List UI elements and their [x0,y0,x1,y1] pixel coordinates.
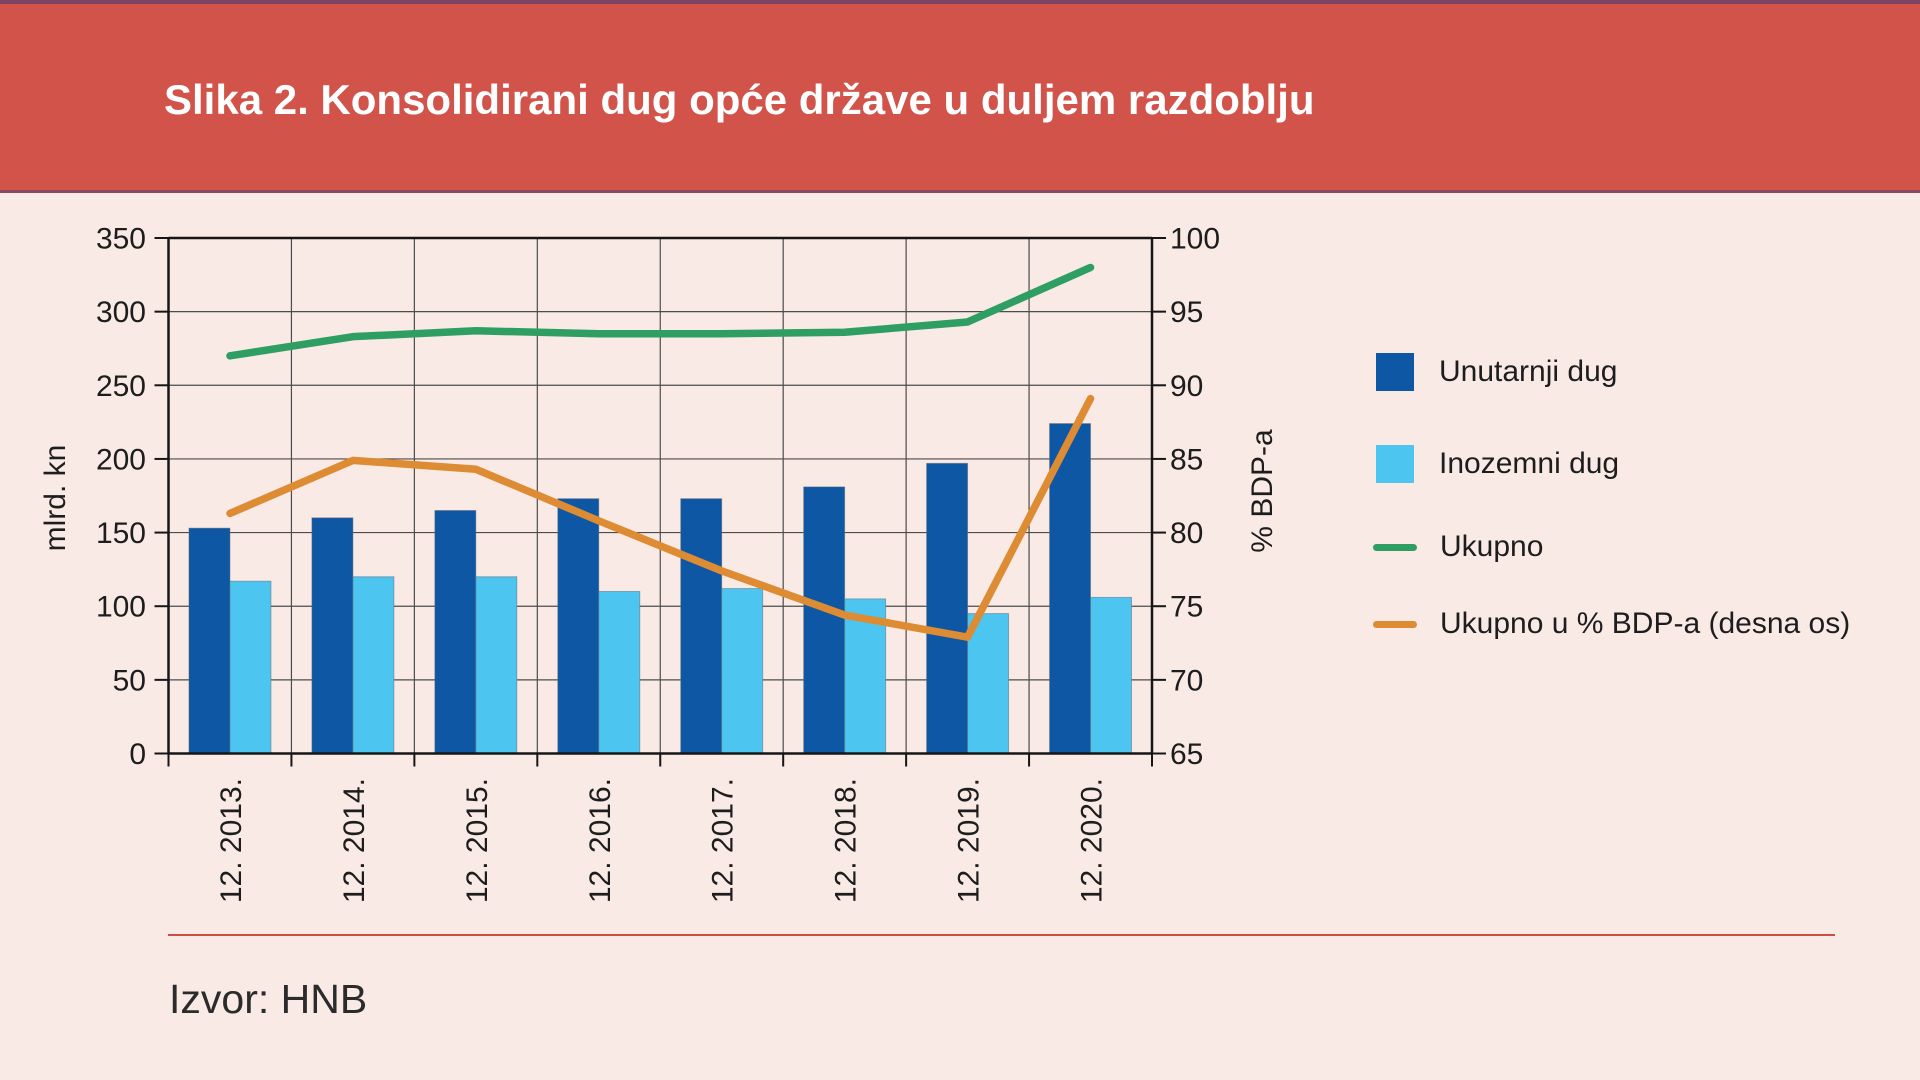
source-label: Izvor: HNB [169,976,368,1022]
left-axis-tick-label: 250 [96,370,146,403]
figure-title: Slika 2. Konsolidirani dug opće države u… [164,76,1315,123]
bar-inozemni-122014 [352,576,395,754]
right-axis-tick-label: 85 [1170,443,1203,476]
right-axis-tick-label: 70 [1170,664,1203,697]
ukupno-pct-bdp-line-swatch [1373,620,1417,628]
bar-inozemni-122013 [229,580,272,754]
left-axis-tick-label: 50 [113,664,146,697]
right-axis-tick-label: 75 [1170,591,1203,624]
right-axis-title: % BDP-a [1246,429,1279,553]
left-axis-tick-label: 300 [96,296,146,329]
figure-header-band: Slika 2. Konsolidirani dug opće države u… [0,0,1920,193]
legend-item-inozemni-dug: Inozemni dug [1372,445,1912,483]
bar-unutarnji-122016 [557,498,600,754]
x-axis-tick-label: 12. 2020. [1076,778,1109,903]
bar-unutarnji-122015 [434,510,477,754]
legend-item-ukupno-pct-bdp: Ukupno u % BDP-a (desna os) [1372,605,1912,643]
x-axis-tick-label: 12. 2013. [215,778,248,903]
axes [154,236,1166,767]
right-axis-tick-label: 100 [1170,223,1220,256]
source-divider-line [168,934,1835,936]
x-axis-tick-label: 12. 2017. [707,778,740,903]
x-axis-tick-label: 12. 2015. [461,778,494,903]
bar-inozemni-122017 [721,588,764,754]
right-axis-tick-label: 80 [1170,517,1203,550]
unutarnji-dug-swatch [1376,353,1414,391]
bar-unutarnji-122019 [926,462,969,754]
legend-item-ukupno: Ukupno [1372,528,1912,566]
legend-label: Ukupno u % BDP-a (desna os) [1440,607,1851,640]
bar-inozemni-122019 [967,613,1010,754]
legend-item-unutarnji-dug: Unutarnji dug [1372,353,1912,391]
bar-unutarnji-122013 [188,527,231,754]
bar-unutarnji-122017 [680,498,723,754]
left-axis-tick-label: 0 [129,738,146,771]
line-ukupno-pct-bdp [226,394,1095,641]
right-axis-tick-label: 65 [1170,738,1203,771]
inozemni-dug-swatch [1376,445,1414,483]
left-axis-tick-label: 150 [96,517,146,550]
bar-unutarnji-122020 [1049,423,1091,754]
left-axis-tick-label: 200 [96,443,146,476]
bar-inozemni-122015 [475,576,518,754]
bar-unutarnji-122018 [803,486,846,754]
left-axis-title: mlrd. kn [39,445,72,552]
bar-unutarnji-122014 [311,517,354,754]
x-axis-tick-label: 12. 2016. [584,778,617,903]
x-axis-tick-label: 12. 2014. [338,778,371,903]
axis-labels: 0 50 100 150 200 250 300 350 65 70 75 80 85 90 95 100 12… [39,223,1279,904]
legend-label: Ukupno [1440,530,1544,563]
bars-group [188,423,1132,754]
line-ukupno [226,263,1095,360]
right-axis-tick-label: 95 [1170,296,1203,329]
legend-label: Unutarnji dug [1439,355,1618,388]
bar-inozemni-122016 [598,591,641,754]
left-axis-tick-label: 100 [96,591,146,624]
left-axis-tick-label: 350 [96,223,146,256]
x-axis-tick-label: 12. 2019. [953,778,986,903]
right-axis-tick-label: 90 [1170,370,1203,403]
bar-inozemni-122020 [1090,596,1132,754]
ukupno-line-swatch [1373,543,1417,551]
legend-label: Inozemni dug [1439,447,1620,480]
x-axis-tick-label: 12. 2018. [830,778,863,903]
